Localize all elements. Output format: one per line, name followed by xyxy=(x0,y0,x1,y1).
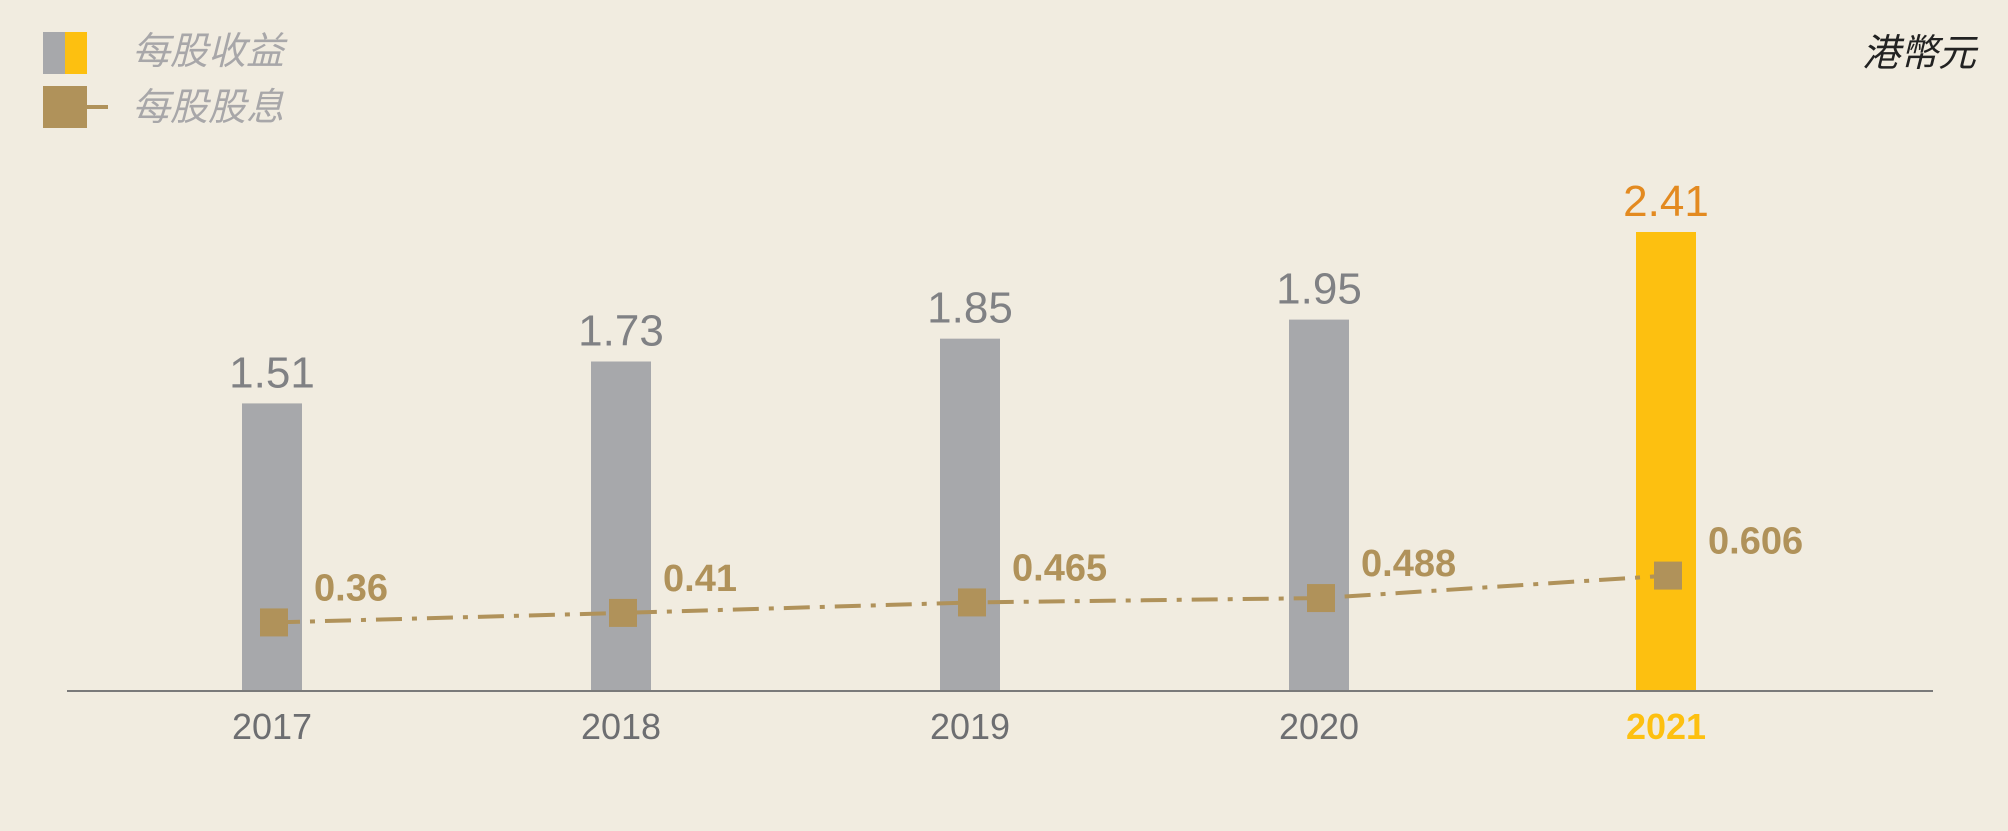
eps-value-label-2017: 1.51 xyxy=(229,348,315,397)
dps-marker-2021 xyxy=(1654,561,1682,590)
dps-value-label-2018: 0.41 xyxy=(663,558,737,600)
eps-bars: 1.51 1.73 1.85 1.95 2.41 xyxy=(229,177,1709,691)
x-tick-label-2018: 2018 xyxy=(581,706,661,747)
dps-value-label-2017: 0.36 xyxy=(314,567,388,609)
legend-dps-marker xyxy=(43,86,87,128)
legend-eps-swatch-highlight xyxy=(65,32,87,74)
x-tick-label-2021: 2021 xyxy=(1626,706,1706,747)
legend: 每股收益 每股股息 xyxy=(43,29,288,129)
eps-bar-2018 xyxy=(591,361,651,691)
legend-eps-swatch-gray xyxy=(43,32,65,74)
dps-marker-2020 xyxy=(1307,584,1335,613)
dps-marker-2017 xyxy=(260,608,288,637)
x-axis-ticks: 2017 2018 2019 2020 2021 xyxy=(232,706,1706,747)
eps-bar-2021 xyxy=(1636,232,1696,691)
x-tick-label-2017: 2017 xyxy=(232,706,312,747)
eps-bar-2020 xyxy=(1289,319,1349,691)
eps-value-label-2020: 1.95 xyxy=(1276,265,1362,314)
dps-value-label-2021: 0.606 xyxy=(1708,521,1803,563)
eps-bar-2017 xyxy=(242,403,302,691)
eps-value-label-2021: 2.41 xyxy=(1623,177,1709,226)
x-tick-label-2020: 2020 xyxy=(1279,706,1359,747)
eps-value-label-2018: 1.73 xyxy=(578,307,664,356)
eps-value-label-2019: 1.85 xyxy=(927,284,1013,333)
eps-bar-2019 xyxy=(940,338,1000,691)
legend-dps-label: 每股股息 xyxy=(132,85,284,129)
dps-value-label-2019: 0.465 xyxy=(1012,547,1107,589)
x-tick-label-2019: 2019 xyxy=(930,706,1010,747)
dps-series: 0.36 0.41 0.465 0.488 0.606 xyxy=(260,521,1803,637)
unit-label: 港幣元 xyxy=(1862,31,1979,75)
legend-eps-label: 每股收益 xyxy=(132,29,288,73)
dps-marker-2018 xyxy=(609,598,637,627)
dps-value-label-2020: 0.488 xyxy=(1361,543,1456,585)
dps-marker-2019 xyxy=(958,588,986,617)
